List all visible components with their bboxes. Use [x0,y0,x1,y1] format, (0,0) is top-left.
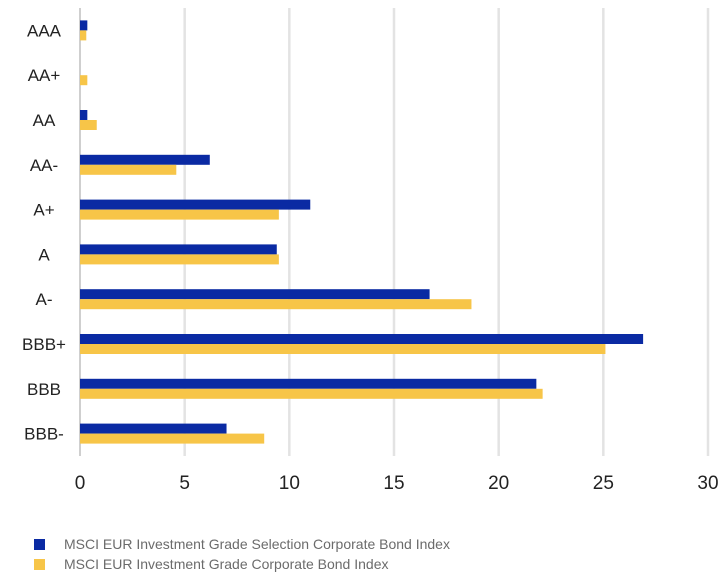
y-tick-label-6: A- [36,290,53,309]
y-tick-label-7: BBB+ [22,335,66,354]
bar-corporate-4 [80,209,279,220]
bar-selection-4 [80,199,311,210]
y-tick-label-2: AA [33,111,56,130]
bar-selection-5 [80,244,277,255]
legend-label-corporate: MSCI EUR Investment Grade Corporate Bond… [64,556,389,572]
y-tick-label-0: AAA [27,21,62,40]
y-tick-label-4: A+ [33,201,54,220]
bar-corporate-9 [80,433,265,444]
legend-label-selection: MSCI EUR Investment Grade Selection Corp… [64,536,450,552]
bar-selection-8 [80,378,537,389]
bar-corporate-2 [80,120,97,130]
legend: MSCI EUR Investment Grade Selection Corp… [34,534,714,574]
bar-corporate-7 [80,344,606,354]
x-tick-label-25: 25 [593,473,614,494]
bar-selection-2 [80,110,88,120]
bar-corporate-8 [80,388,543,399]
y-tick-label-1: AA+ [28,66,61,85]
y-tick-label-5: A [38,245,50,264]
legend-item-selection: MSCI EUR Investment Grade Selection Corp… [34,534,714,554]
x-tick-label-5: 5 [179,473,190,494]
y-tick-label-8: BBB [27,380,61,399]
bar-selection-7 [80,334,644,344]
legend-swatch-corporate [34,558,45,570]
legend-swatch-selection [34,538,45,550]
bar-corporate-5 [80,254,279,265]
x-tick-label-15: 15 [383,473,404,494]
bar-corporate-3 [80,164,177,175]
bar-selection-3 [80,154,210,165]
bar-selection-6 [80,289,430,300]
bar-selection-0 [80,20,88,31]
bar-corporate-0 [80,30,87,41]
bar-corporate-1 [80,75,88,86]
x-tick-label-0: 0 [75,473,86,494]
x-tick-label-30: 30 [697,473,718,494]
legend-item-corporate: MSCI EUR Investment Grade Corporate Bond… [34,554,714,574]
y-tick-label-3: AA- [30,156,58,175]
y-tick-label-9: BBB- [24,425,64,444]
x-tick-label-10: 10 [279,473,300,494]
x-tick-label-20: 20 [488,473,509,494]
bar-selection-9 [80,423,227,434]
bar-corporate-6 [80,299,472,310]
